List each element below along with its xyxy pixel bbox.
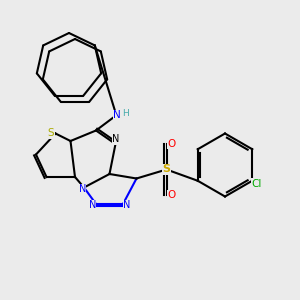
Text: Cl: Cl — [252, 179, 262, 189]
Text: N: N — [112, 134, 119, 145]
Text: S: S — [163, 164, 170, 175]
Text: O: O — [167, 139, 175, 149]
Text: N: N — [123, 200, 130, 211]
Text: S: S — [48, 128, 54, 139]
Text: O: O — [167, 190, 175, 200]
Text: H: H — [122, 109, 129, 118]
Text: N: N — [89, 200, 96, 211]
Text: N: N — [113, 110, 121, 121]
Text: N: N — [79, 184, 86, 194]
